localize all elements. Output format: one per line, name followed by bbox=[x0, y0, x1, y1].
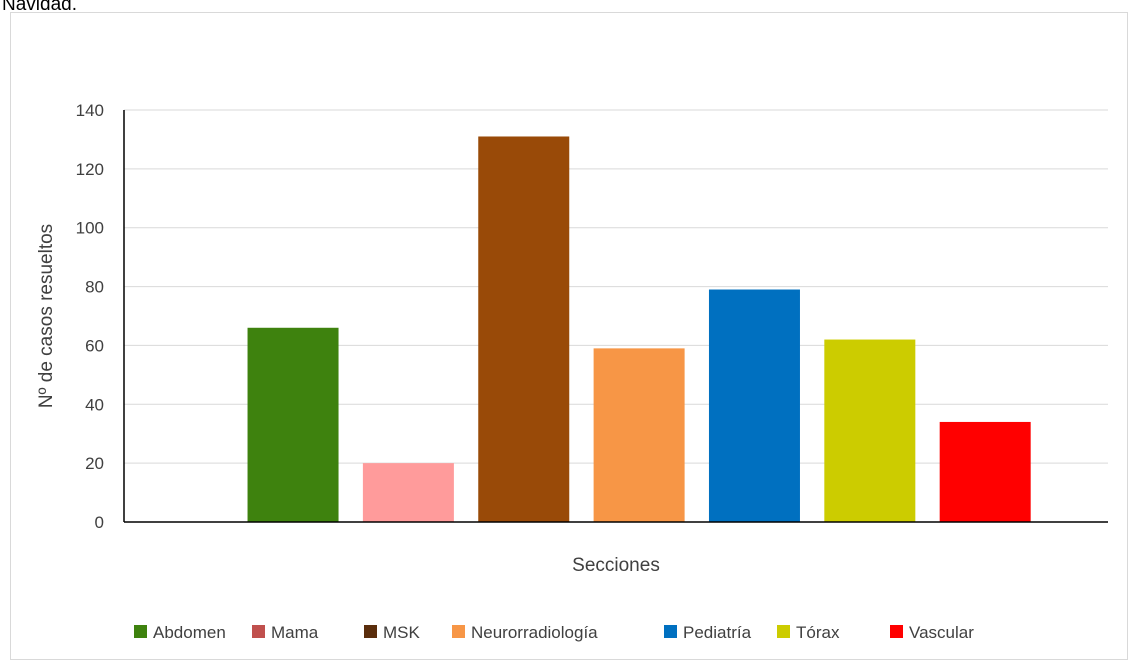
y-tick-labels: 0 20 40 60 80 100 120 140 bbox=[76, 101, 104, 532]
legend-swatch bbox=[452, 625, 465, 638]
legend-swatch bbox=[890, 625, 903, 638]
bar-tórax bbox=[824, 339, 916, 522]
bars bbox=[247, 136, 1031, 522]
y-tick-label: 20 bbox=[85, 454, 104, 473]
y-tick-label: 60 bbox=[85, 336, 104, 355]
legend-label: Vascular bbox=[909, 623, 974, 642]
caption-fragment: Navidad. bbox=[2, 0, 77, 15]
bar-msk bbox=[478, 136, 570, 522]
y-tick-label: 120 bbox=[76, 160, 104, 179]
y-tick-label: 140 bbox=[76, 101, 104, 120]
legend-swatch bbox=[777, 625, 790, 638]
bar-vascular bbox=[939, 421, 1031, 522]
legend-label: MSK bbox=[383, 623, 421, 642]
legend-swatch bbox=[364, 625, 377, 638]
y-tick-label: 100 bbox=[76, 219, 104, 238]
bar-abdomen bbox=[247, 327, 339, 522]
legend-swatch bbox=[664, 625, 677, 638]
legend-swatch bbox=[134, 625, 147, 638]
x-axis-title: Secciones bbox=[572, 555, 660, 576]
legend-label: Neurorradiología bbox=[471, 623, 598, 642]
legend-swatch bbox=[252, 625, 265, 638]
legend-label: Pediatría bbox=[683, 623, 752, 642]
y-tick-label: 40 bbox=[85, 395, 104, 414]
y-tick-label: 0 bbox=[95, 513, 104, 532]
legend-label: Abdomen bbox=[153, 623, 226, 642]
bar-mama bbox=[362, 463, 454, 522]
legend: Abdomen Mama MSK Neurorradiología Pediatría T… bbox=[134, 623, 974, 642]
bar-neurorradiología bbox=[593, 348, 685, 522]
legend-label: Mama bbox=[271, 623, 319, 642]
y-axis-title: Nº de casos resueltos bbox=[36, 224, 57, 408]
bar-pediatría bbox=[708, 289, 800, 522]
y-tick-label: 80 bbox=[85, 278, 104, 297]
legend-label: Tórax bbox=[796, 623, 840, 642]
